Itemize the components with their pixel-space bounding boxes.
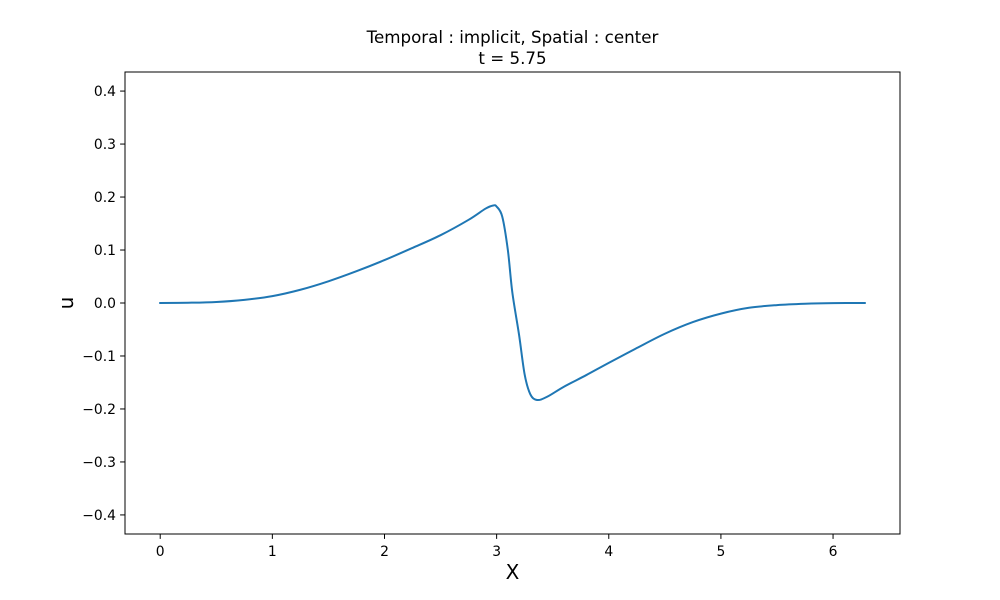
y-tick-label: −0.3	[82, 455, 116, 471]
chart-title: Temporal : implicit, Spatial : center	[366, 27, 659, 47]
data-line	[159, 204, 866, 402]
x-axis-label: X	[506, 560, 520, 584]
y-tick-label: 0.1	[94, 243, 116, 259]
plot-area	[159, 204, 866, 402]
y-axis-ticks: −0.4 −0.3 −0.2 −0.1 0.0 0.1 0.2 0.3 0.4	[82, 84, 125, 524]
x-tick-label: 1	[268, 544, 277, 560]
x-tick-label: 3	[492, 544, 501, 560]
y-tick-label: 0.0	[94, 296, 116, 312]
y-tick-label: −0.4	[82, 508, 116, 524]
x-tick-label: 2	[380, 544, 389, 560]
y-tick-label: 0.3	[94, 137, 116, 153]
y-tick-label: 0.4	[94, 84, 116, 100]
x-tick-label: 0	[156, 544, 165, 560]
x-axis-ticks: 0 1 2 3 4 5 6	[156, 534, 838, 560]
y-tick-label: −0.1	[82, 349, 116, 365]
x-tick-label: 5	[716, 544, 725, 560]
chart-subtitle: t = 5.75	[478, 48, 546, 68]
y-axis-label: u	[54, 297, 78, 310]
x-tick-label: 4	[604, 544, 613, 560]
y-tick-label: 0.2	[94, 190, 116, 206]
x-tick-label: 6	[829, 544, 838, 560]
y-tick-label: −0.2	[82, 402, 116, 418]
